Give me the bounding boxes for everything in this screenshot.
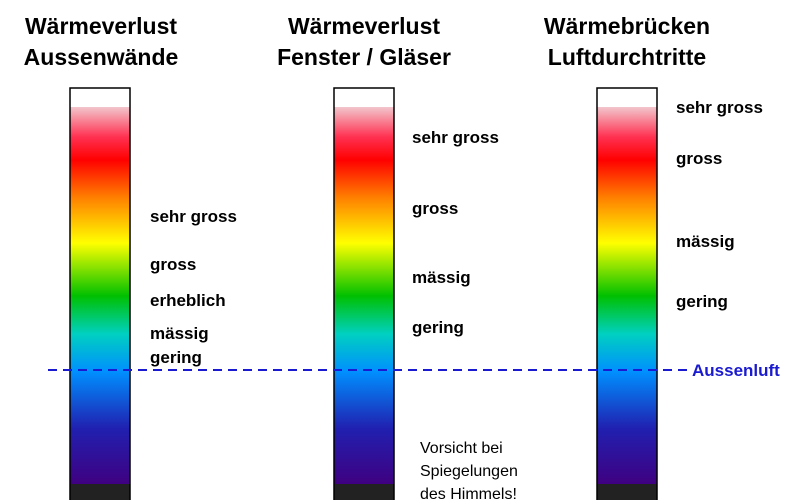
scale-label: sehr gross bbox=[412, 128, 499, 147]
scale-top bbox=[334, 88, 394, 108]
scale-label: mässig bbox=[676, 232, 735, 251]
scale-label: gering bbox=[676, 292, 728, 311]
scale-bottom bbox=[597, 484, 657, 500]
scale-label: mässig bbox=[412, 268, 471, 287]
reference-label: Aussenluft bbox=[692, 361, 780, 380]
note: Spiegelungen bbox=[420, 463, 518, 480]
color-scale bbox=[597, 107, 657, 485]
column-title: Wärmeverlust bbox=[288, 13, 440, 39]
column-title: Fenster / Gläser bbox=[277, 44, 451, 70]
column-title: Aussenwände bbox=[24, 44, 179, 70]
scale-outline bbox=[596, 87, 658, 500]
color-scale bbox=[70, 107, 130, 485]
scale-label: gross bbox=[412, 199, 458, 218]
scale-label: gering bbox=[150, 348, 202, 367]
column-title: Wärmeverlust bbox=[25, 13, 177, 39]
scale-label: gering bbox=[412, 318, 464, 337]
scale-top bbox=[597, 88, 657, 108]
scale-bottom bbox=[334, 484, 394, 500]
column-title: Wärmebrücken bbox=[544, 13, 710, 39]
scale-outline bbox=[333, 87, 395, 500]
scale-label: sehr gross bbox=[150, 207, 237, 226]
scale-outline bbox=[69, 87, 131, 500]
scale-label: mässig bbox=[150, 324, 209, 343]
scale-top bbox=[70, 88, 130, 108]
scale-label: gross bbox=[150, 255, 196, 274]
color-scale bbox=[334, 107, 394, 485]
scale-bottom bbox=[70, 484, 130, 500]
note: des Himmels! bbox=[420, 486, 517, 500]
note: Vorsicht bei bbox=[420, 440, 503, 457]
column-title: Luftdurchtritte bbox=[548, 44, 706, 70]
scale-label: sehr gross bbox=[676, 98, 763, 117]
scale-label: erheblich bbox=[150, 291, 226, 310]
scale-label: gross bbox=[676, 149, 722, 168]
